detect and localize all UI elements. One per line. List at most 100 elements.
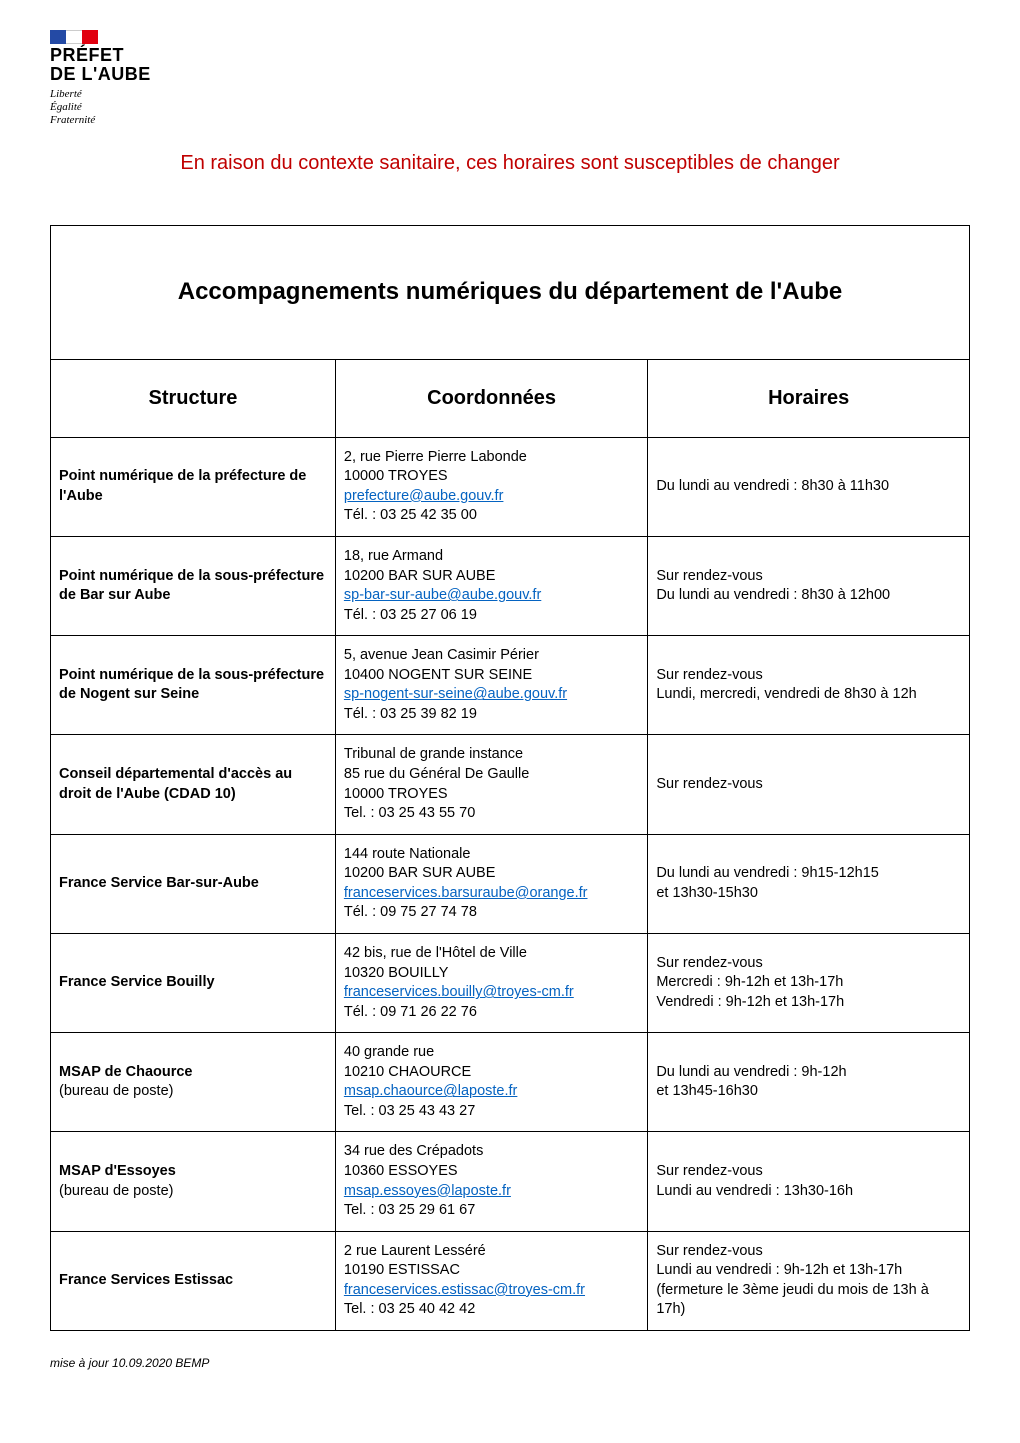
phone-line: Tél. : 09 71 26 22 76 <box>344 1004 477 1020</box>
tricolor-flag-icon <box>50 30 98 44</box>
coordonnees-cell: 2 rue Laurent Lesséré10190 ESTISSACfranc… <box>335 1231 647 1330</box>
horaires-cell: Du lundi au vendredi : 9h-12h et 13h45-16… <box>648 1033 970 1132</box>
email-link[interactable]: msap.essoyes@laposte.fr <box>344 1183 511 1199</box>
horaires-cell: Sur rendez-vous Du lundi au vendredi : 8h… <box>648 536 970 635</box>
structure-cell: France Service Bouilly <box>51 933 336 1032</box>
header-coordonnees: Coordonnées <box>335 359 647 437</box>
address-line: 10400 NOGENT SUR SEINE <box>344 667 532 683</box>
prefet-logo-block: PRÉFET DE L'AUBE Liberté Égalité Fratern… <box>50 30 970 127</box>
republic-motto: Liberté Égalité Fraternité <box>50 88 970 128</box>
phone-line: Tél. : 03 25 39 82 19 <box>344 706 477 722</box>
horaires-line: Lundi au vendredi : 9h-12h et 13h-17h <box>656 1262 902 1278</box>
motto-liberte: Liberté <box>50 88 82 100</box>
phone-line: Tél. : 03 25 42 35 00 <box>344 507 477 523</box>
address-line: 40 grande rue <box>344 1044 434 1060</box>
motto-egalite: Égalité <box>50 101 82 113</box>
address-line: 2, rue Pierre Pierre Labonde <box>344 449 527 465</box>
header-row: Structure Coordonnées Horaires <box>51 359 970 437</box>
motto-fraternite: Fraternité <box>50 114 95 126</box>
horaires-line: Sur rendez-vous <box>656 776 762 792</box>
table-title-cell: Accompagnements numériques du départemen… <box>51 226 970 359</box>
phone-line: Tel. : 03 25 43 55 70 <box>344 805 475 821</box>
structure-cell: France Service Bar-sur-Aube <box>51 834 336 933</box>
coordonnees-cell: Tribunal de grande instance85 rue du Gén… <box>335 735 647 834</box>
horaires-line: et 13h30-15h30 <box>656 885 758 901</box>
table-row: Point numérique de la sous-préfecture de… <box>51 636 970 735</box>
phone-line: Tél. : 09 75 27 74 78 <box>344 904 477 920</box>
doc-title: Accompagnements numériques du départemen… <box>59 236 961 348</box>
structure-subtitle: (bureau de poste) <box>59 1183 173 1199</box>
header-structure: Structure <box>51 359 336 437</box>
email-link[interactable]: franceservices.bouilly@troyes-cm.fr <box>344 984 574 1000</box>
table-row: MSAP d'Essoyes (bureau de poste) 34 rue de… <box>51 1132 970 1231</box>
table-row: Point numérique de la préfecture de l'Au… <box>51 437 970 536</box>
horaires-line: Du lundi au vendredi : 9h-12h <box>656 1064 846 1080</box>
structure-name: France Service Bar-sur-Aube <box>59 875 259 891</box>
horaires-line: et 13h45-16h30 <box>656 1083 758 1099</box>
structure-name: Point numérique de la sous-préfecture de… <box>59 568 324 604</box>
horaires-line: Lundi, mercredi, vendredi de 8h30 à 12h <box>656 686 916 702</box>
address-line: 144 route Nationale <box>344 846 471 862</box>
phone-line: Tel. : 03 25 29 61 67 <box>344 1202 475 1218</box>
horaires-line: Sur rendez-vous <box>656 1243 762 1259</box>
table-row: MSAP de Chaource (bureau de poste) 40 gran… <box>51 1033 970 1132</box>
horaires-line: Du lundi au vendredi : 8h30 à 12h00 <box>656 587 890 603</box>
phone-line: Tel. : 03 25 40 42 42 <box>344 1301 475 1317</box>
prefet-line2: DE L'AUBE <box>50 64 151 84</box>
structure-name: MSAP de Chaource <box>59 1064 193 1080</box>
services-table: Accompagnements numériques du départemen… <box>50 225 970 1331</box>
email-link[interactable]: franceservices.estissac@troyes-cm.fr <box>344 1282 585 1298</box>
horaires-line: Du lundi au vendredi : 9h15-12h15 <box>656 865 879 881</box>
address-line: 10200 BAR SUR AUBE <box>344 568 496 584</box>
horaires-cell: Du lundi au vendredi : 8h30 à 11h30 <box>648 437 970 536</box>
address-line: 85 rue du Général De Gaulle <box>344 766 529 782</box>
horaires-line: Vendredi : 9h-12h et 13h-17h <box>656 994 844 1010</box>
email-link[interactable]: sp-bar-sur-aube@aube.gouv.fr <box>344 587 541 603</box>
structure-subtitle: (bureau de poste) <box>59 1083 173 1099</box>
email-link[interactable]: franceservices.barsuraube@orange.fr <box>344 885 588 901</box>
horaires-line: Du lundi au vendredi : 8h30 à 11h30 <box>656 478 889 494</box>
coordonnees-cell: 34 rue des Crépadots 10360 ESSOYES msap.es… <box>335 1132 647 1231</box>
email-link[interactable]: msap.chaource@laposte.fr <box>344 1083 518 1099</box>
address-line: 10000 TROYES <box>344 786 448 802</box>
structure-name: Point numérique de la sous-préfecture de… <box>59 667 324 703</box>
address-line: 10360 ESSOYES <box>344 1163 458 1179</box>
prefet-line1: PRÉFET <box>50 45 124 65</box>
structure-cell: Conseil départemental d'accès au droit d… <box>51 735 336 834</box>
address-line: 10000 TROYES <box>344 468 448 484</box>
address-line: 10320 BOUILLY <box>344 965 449 981</box>
coordonnees-cell: 42 bis, rue de l'Hôtel de Ville 10320 BOU… <box>335 933 647 1032</box>
horaires-line: Sur rendez-vous <box>656 955 762 971</box>
structure-cell: MSAP de Chaource (bureau de poste) <box>51 1033 336 1132</box>
horaires-line: Sur rendez-vous <box>656 1163 762 1179</box>
structure-cell: Point numérique de la préfecture de l'Au… <box>51 437 336 536</box>
email-link[interactable]: sp-nogent-sur-seine@aube.gouv.fr <box>344 686 567 702</box>
address-line: 34 rue des Crépadots <box>344 1143 483 1159</box>
horaires-line: Sur rendez-vous <box>656 568 762 584</box>
structure-name: France Service Bouilly <box>59 974 215 990</box>
table-row: France Service Bouilly 42 bis, rue de l'H… <box>51 933 970 1032</box>
horaires-cell: Sur rendez-vous Lundi au vendredi : 9h-12… <box>648 1231 970 1330</box>
coordonnees-cell: 40 grande rue 10210 CHAOURCE msap.chaource… <box>335 1033 647 1132</box>
address-line: 10210 CHAOURCE <box>344 1064 471 1080</box>
address-line: 42 bis, rue de l'Hôtel de Ville <box>344 945 527 961</box>
phone-line: Tel. : 03 25 43 43 27 <box>344 1103 475 1119</box>
horaires-line: (fermeture le 3ème jeudi du mois de 13h … <box>656 1282 928 1318</box>
horaires-line: Lundi au vendredi : 13h30-16h <box>656 1183 853 1199</box>
address-line: 10200 BAR SUR AUBE <box>344 865 496 881</box>
horaires-line: Mercredi : 9h-12h et 13h-17h <box>656 974 843 990</box>
structure-name: MSAP d'Essoyes <box>59 1163 176 1179</box>
coordonnees-cell: 18, rue Armand10200 BAR SUR AUBEsp-bar-s… <box>335 536 647 635</box>
structure-name: Point numérique de la préfecture de l'Au… <box>59 468 306 504</box>
prefet-title: PRÉFET DE L'AUBE <box>50 46 970 84</box>
structure-cell: MSAP d'Essoyes (bureau de poste) <box>51 1132 336 1231</box>
table-row: France Service Bar-sur-Aube 144 route Nat… <box>51 834 970 933</box>
header-horaires: Horaires <box>648 359 970 437</box>
address-line: 10190 ESTISSAC <box>344 1262 460 1278</box>
horaires-cell: Sur rendez-vous Lundi au vendredi : 13h30… <box>648 1132 970 1231</box>
structure-cell: France Services Estissac <box>51 1231 336 1330</box>
structure-name: France Services Estissac <box>59 1272 233 1288</box>
horaires-cell: Sur rendez-vous Mercredi : 9h-12h et 13h-… <box>648 933 970 1032</box>
horaires-cell: Sur rendez-vousLundi, mercredi, vendredi… <box>648 636 970 735</box>
email-link[interactable]: prefecture@aube.gouv.fr <box>344 488 504 504</box>
